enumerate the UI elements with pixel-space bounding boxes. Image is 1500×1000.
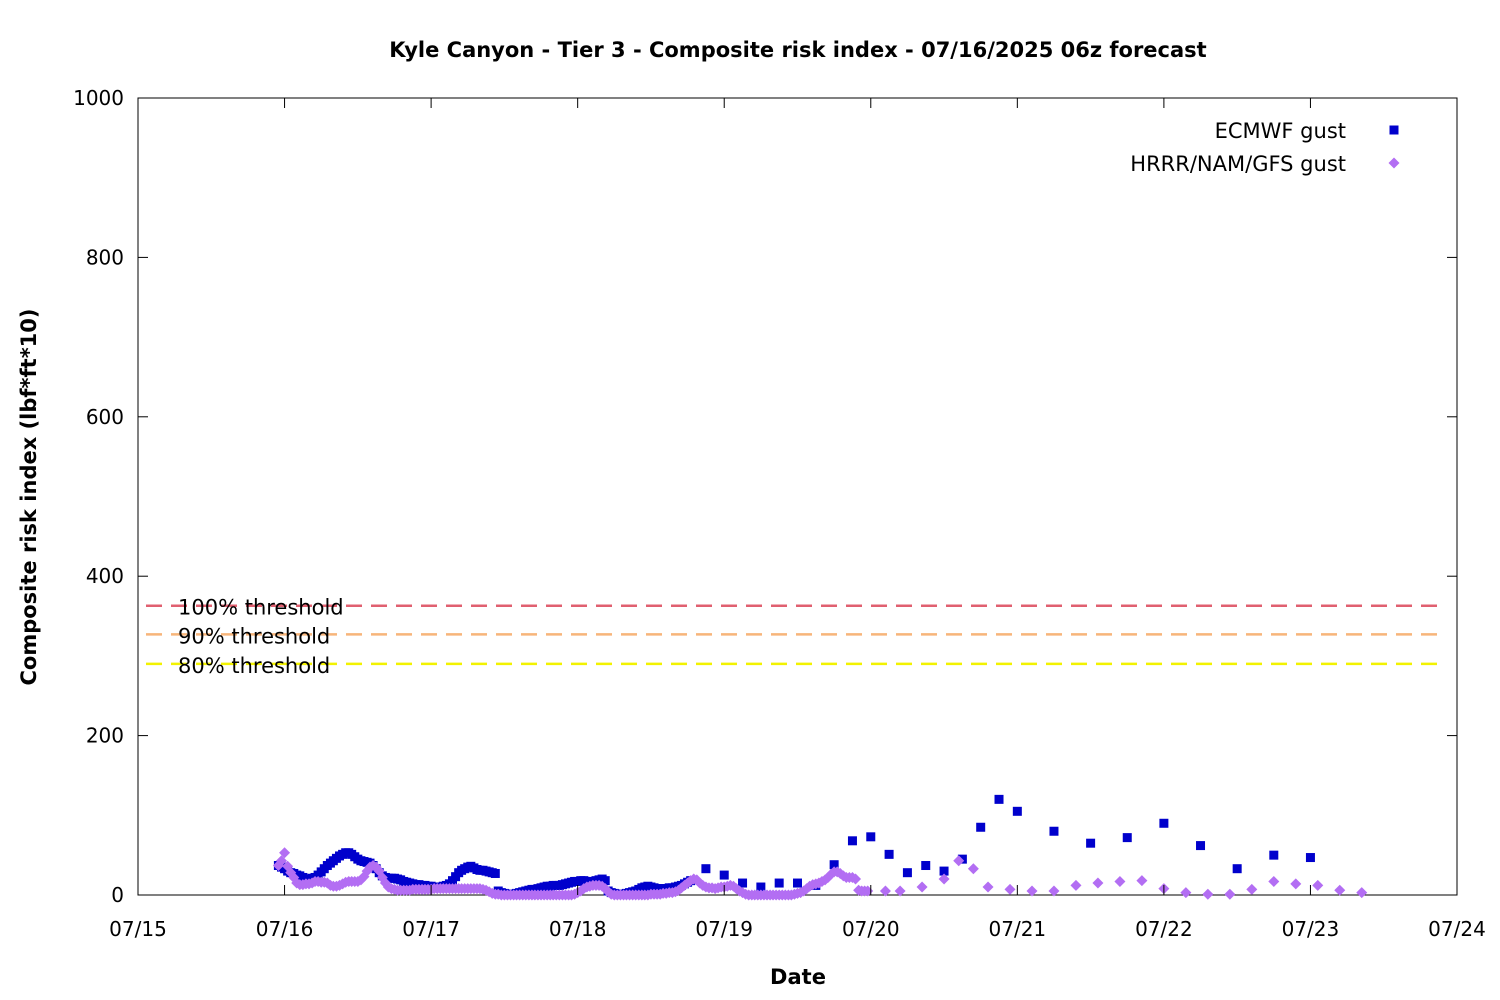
ecmwf-point	[1305, 853, 1315, 863]
hrrr-point	[1004, 883, 1016, 895]
hrrr-point	[1268, 875, 1280, 887]
ecmwf-point	[490, 868, 500, 878]
ecmwf-point	[1159, 818, 1169, 828]
x-tick-label: 07/20	[842, 917, 900, 941]
y-tick-label: 600	[86, 405, 124, 429]
hrrr-point	[1334, 884, 1346, 896]
plot-frame	[137, 97, 1458, 896]
x-tick-label: 07/23	[1282, 917, 1340, 941]
legend-square-icon	[1389, 125, 1399, 135]
ecmwf-point	[793, 878, 802, 888]
hrrr-point	[879, 885, 891, 897]
ecmwf-point	[829, 860, 839, 870]
ecmwf-point	[719, 870, 729, 880]
ecmwf-point	[976, 822, 986, 832]
threshold-label: 100% threshold	[178, 596, 344, 620]
x-tick-label: 07/18	[549, 917, 607, 941]
hrrr-point	[967, 863, 979, 875]
x-tick-label: 07/16	[256, 917, 314, 941]
hrrr-point	[938, 873, 950, 885]
ecmwf-point	[921, 861, 931, 871]
hrrr-point	[1092, 877, 1104, 889]
hrrr-point	[1246, 883, 1258, 895]
x-tick-label: 07/19	[695, 917, 753, 941]
ecmwf-point	[866, 832, 876, 842]
hrrr-point	[1070, 879, 1082, 891]
legend: ECMWF gust HRRR/NAM/GFS gust	[1130, 119, 1400, 176]
ecmwf-point	[1232, 864, 1242, 874]
ecmwf-point	[756, 882, 766, 892]
ecmwf-point	[1122, 833, 1132, 843]
hrrr-point	[1026, 885, 1038, 897]
y-tick-label: 400	[86, 564, 124, 588]
threshold-lines: 100% threshold 90% threshold 80% threshold	[146, 596, 1443, 678]
ecmwf-point	[600, 876, 610, 886]
hrrr-point	[850, 873, 862, 885]
legend-label: HRRR/NAM/GFS gust	[1130, 152, 1346, 176]
y-tick-label: 800	[86, 245, 124, 269]
ecmwf-point	[738, 878, 748, 888]
hrrr-point	[1312, 879, 1324, 891]
axis-ticks: 0 200 400 600 800 1000 07/15 07/16 07/17 07/18 07/…	[73, 86, 1486, 941]
threshold-label: 80% threshold	[178, 654, 330, 678]
ecmwf-point	[1269, 850, 1279, 860]
hrrr-point	[275, 855, 287, 867]
hrrr-point	[894, 885, 906, 897]
x-tick-label: 07/21	[989, 917, 1047, 941]
hrrr-point	[916, 881, 928, 893]
hrrr-point	[1136, 875, 1148, 887]
ecmwf-point	[1086, 838, 1096, 848]
hrrr-point	[1356, 887, 1368, 899]
legend-diamond-icon	[1388, 157, 1400, 169]
hrrr-point	[1224, 888, 1236, 900]
ecmwf-point	[1196, 841, 1206, 851]
hrrr-point	[1048, 885, 1060, 897]
hrrr-point	[953, 855, 965, 867]
data-marks	[272, 794, 1368, 901]
hrrr-point	[982, 881, 994, 893]
ecmwf-point	[1049, 826, 1059, 836]
ecmwf-point	[884, 849, 894, 859]
ecmwf-point	[994, 794, 1004, 804]
hrrr-point	[1114, 875, 1126, 887]
legend-label: ECMWF gust	[1215, 119, 1346, 143]
ecmwf-point	[701, 864, 711, 874]
hrrr-point	[279, 847, 291, 859]
x-tick-label: 07/17	[402, 917, 460, 941]
ecmwf-point	[847, 836, 857, 846]
x-tick-label: 07/24	[1428, 917, 1486, 941]
ecmwf-point	[939, 866, 949, 876]
hrrr-point	[1202, 888, 1214, 900]
threshold-label: 90% threshold	[178, 624, 330, 648]
y-tick-label: 200	[86, 724, 124, 748]
ecmwf-point	[774, 878, 784, 888]
y-tick-label: 0	[111, 883, 124, 907]
ecmwf-point	[902, 868, 912, 878]
x-tick-label: 07/15	[109, 917, 167, 941]
ecmwf-point	[1012, 806, 1022, 816]
y-axis-label: Composite risk index (lbf*ft*10)	[17, 308, 41, 685]
x-axis-label: Date	[770, 965, 826, 989]
chart-title: Kyle Canyon - Tier 3 - Composite risk in…	[389, 38, 1206, 62]
hrrr-point	[1180, 887, 1192, 899]
hrrr-point	[1290, 878, 1302, 890]
plot-border	[137, 97, 1458, 896]
y-tick-label: 1000	[73, 86, 124, 110]
x-tick-label: 07/22	[1135, 917, 1193, 941]
